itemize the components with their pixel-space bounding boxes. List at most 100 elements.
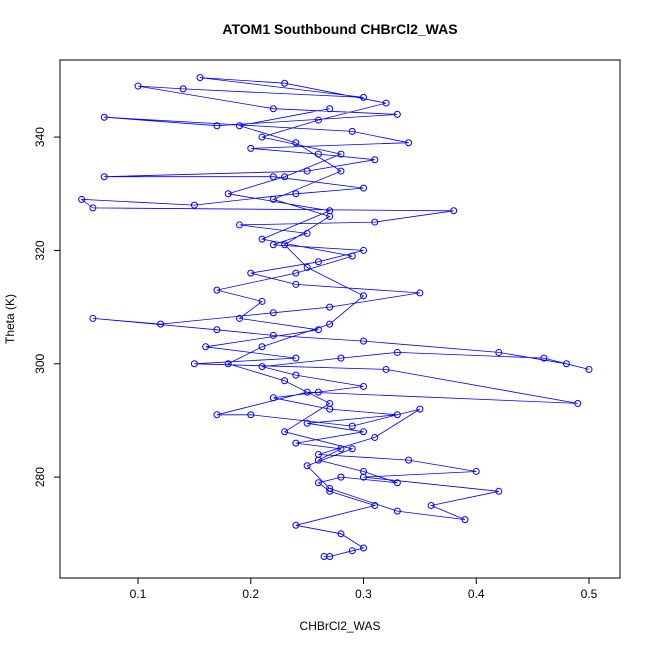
- data-point: [360, 544, 368, 552]
- data-point: [303, 229, 311, 237]
- data-point: [235, 314, 243, 322]
- data-point: [371, 218, 379, 226]
- data-point: [292, 269, 300, 277]
- data-point: [235, 221, 243, 229]
- data-point: [360, 246, 368, 254]
- data-point: [348, 252, 356, 260]
- data-point: [292, 371, 300, 379]
- data-point: [416, 405, 424, 413]
- data-point: [337, 150, 345, 158]
- x-tick-label: 0.1: [130, 587, 147, 601]
- y-axis-label: Theta (K): [3, 294, 17, 344]
- data-point: [281, 173, 289, 181]
- data-point: [314, 116, 322, 124]
- data-point: [235, 122, 243, 130]
- data-point: [337, 354, 345, 362]
- data-point: [258, 363, 266, 371]
- x-tick-label: 0.4: [468, 587, 485, 601]
- data-point: [416, 289, 424, 297]
- data-point: [326, 212, 334, 220]
- data-point: [258, 133, 266, 141]
- data-point: [269, 173, 277, 181]
- data-point: [213, 326, 221, 334]
- data-point: [382, 99, 390, 107]
- x-tick-label: 0.3: [355, 587, 372, 601]
- data-point: [314, 150, 322, 158]
- data-point: [269, 105, 277, 113]
- data-point: [89, 314, 97, 322]
- data-point: [213, 411, 221, 419]
- data-point: [562, 360, 570, 368]
- y-tick-label: 300: [33, 353, 47, 373]
- data-point: [337, 530, 345, 538]
- data-point: [269, 195, 277, 203]
- data-point: [134, 82, 142, 90]
- data-point: [326, 552, 334, 560]
- data-point: [326, 303, 334, 311]
- data-point: [326, 487, 334, 495]
- data-point: [393, 479, 401, 487]
- data-point: [281, 377, 289, 385]
- y-tick-label: 280: [33, 467, 47, 487]
- data-point: [314, 479, 322, 487]
- data-point: [348, 422, 356, 430]
- chart-title: ATOM1 Southbound CHBrCl2_WAS: [222, 21, 457, 37]
- data-point: [360, 292, 368, 300]
- data-point: [382, 365, 390, 373]
- plot-frame: [59, 59, 621, 579]
- data-point: [224, 360, 232, 368]
- data-point: [190, 360, 198, 368]
- data-point: [292, 439, 300, 447]
- data-point: [190, 201, 198, 209]
- data-point: [292, 521, 300, 529]
- data-point: [157, 320, 165, 328]
- data-point: [393, 411, 401, 419]
- data-point: [269, 394, 277, 402]
- x-tick-label: 0.2: [242, 587, 259, 601]
- data-point: [281, 241, 289, 249]
- data-point: [292, 354, 300, 362]
- data-point: [472, 467, 480, 475]
- data-point: [247, 269, 255, 277]
- data-point: [393, 348, 401, 356]
- data-point: [213, 286, 221, 294]
- data-point: [337, 167, 345, 175]
- data-point: [495, 348, 503, 356]
- data-point: [371, 156, 379, 164]
- x-axis-label: CHBrCl2_WAS: [300, 619, 381, 633]
- data-point: [360, 337, 368, 345]
- data-point: [348, 547, 356, 555]
- data-point: [348, 445, 356, 453]
- data-point: [461, 516, 469, 524]
- data-point: [303, 263, 311, 271]
- data-point: [292, 190, 300, 198]
- data-point: [405, 139, 413, 147]
- data-point: [360, 184, 368, 192]
- data-point: [196, 74, 204, 82]
- data-point: [326, 484, 334, 492]
- data-point: [100, 173, 108, 181]
- data-point: [258, 235, 266, 243]
- data-point: [303, 167, 311, 175]
- data-point: [100, 113, 108, 121]
- data-point: [405, 456, 413, 464]
- data-point: [326, 399, 334, 407]
- data-point: [303, 419, 311, 427]
- data-point: [281, 79, 289, 87]
- data-point: [314, 450, 322, 458]
- data-point: [348, 127, 356, 135]
- data-point: [269, 331, 277, 339]
- data-point: [314, 258, 322, 266]
- data-point: [314, 388, 322, 396]
- data-point: [360, 93, 368, 101]
- data-point: [427, 501, 435, 509]
- data-point: [450, 207, 458, 215]
- data-point: [326, 105, 334, 113]
- data-point: [360, 473, 368, 481]
- data-point: [247, 144, 255, 152]
- data-point: [360, 382, 368, 390]
- data-point: [89, 204, 97, 212]
